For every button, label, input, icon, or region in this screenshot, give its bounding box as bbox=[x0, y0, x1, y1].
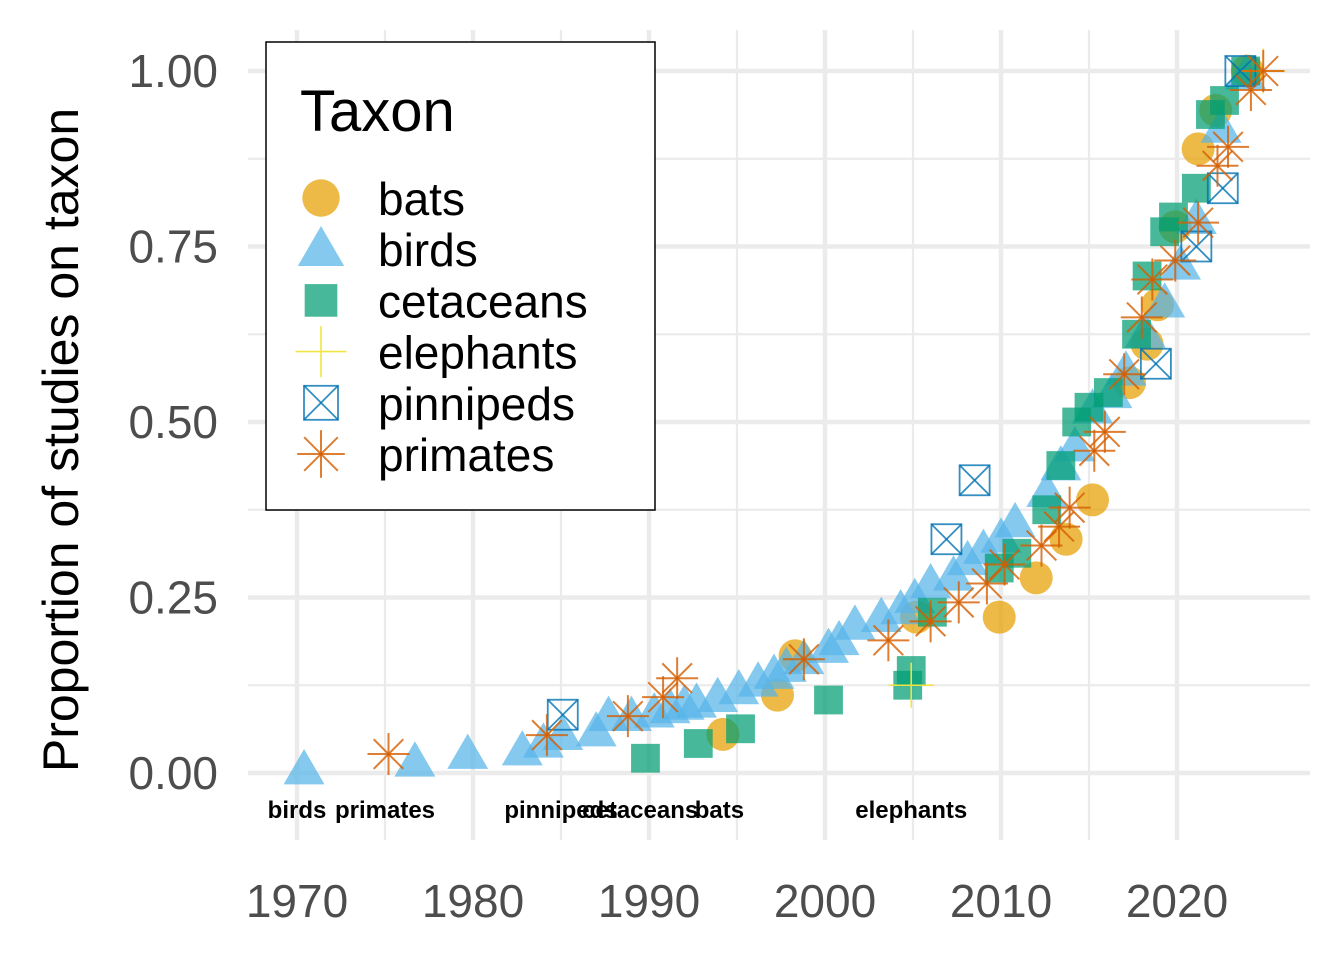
x-tick-label: 1970 bbox=[246, 875, 348, 927]
data-point-primates bbox=[1048, 486, 1091, 529]
data-point-cetaceans bbox=[814, 685, 843, 715]
data-point-pinnipeds bbox=[930, 523, 963, 556]
first-year-label: elephants bbox=[855, 797, 967, 824]
y-axis-title: Proportion of studies on taxon bbox=[33, 108, 89, 772]
y-tick-label: 0.25 bbox=[128, 572, 218, 624]
y-tick-label: 0.00 bbox=[128, 747, 218, 799]
data-point-birds bbox=[447, 733, 489, 769]
legend-item-pinnipeds: pinnipeds bbox=[303, 378, 575, 430]
legend-title: Taxon bbox=[300, 79, 455, 144]
data-point-pinnipeds bbox=[1206, 172, 1239, 205]
x-tick-label: 2000 bbox=[774, 875, 876, 927]
data-point-bats bbox=[1049, 522, 1083, 556]
data-point-primates bbox=[1073, 429, 1116, 472]
data-point-birds bbox=[283, 749, 325, 785]
legend-label: bats bbox=[378, 173, 465, 225]
data-point-primates bbox=[782, 638, 825, 681]
data-point-primates bbox=[367, 733, 410, 776]
data-points bbox=[283, 48, 1286, 785]
data-point-primates bbox=[965, 562, 1008, 605]
legend: Taxon batsbirdscetaceanselephantspinnipe… bbox=[265, 41, 656, 511]
y-axis-ticks: 0.00 0.25 0.50 0.75 1.00 bbox=[128, 45, 218, 799]
data-point-primates bbox=[867, 619, 910, 662]
legend-item-birds: birds bbox=[297, 224, 478, 276]
data-point-primates bbox=[1177, 201, 1220, 244]
y-tick-label: 0.50 bbox=[128, 396, 218, 448]
data-point-primates bbox=[1131, 258, 1174, 301]
x-tick-label: 1980 bbox=[422, 875, 524, 927]
data-point-pinnipeds bbox=[1139, 347, 1172, 380]
x-tick-label: 1990 bbox=[598, 875, 700, 927]
data-point-elephants bbox=[888, 662, 934, 708]
data-point-primates bbox=[909, 600, 952, 643]
data-point-bats bbox=[982, 600, 1016, 634]
data-point-primates bbox=[1103, 353, 1146, 396]
legend-key-bats bbox=[302, 179, 340, 217]
data-point-primates bbox=[1120, 296, 1163, 339]
legend-key-elephants bbox=[295, 326, 347, 378]
x-tick-label: 2010 bbox=[950, 875, 1052, 927]
data-point-bats bbox=[1076, 483, 1110, 517]
legend-key-cetaceans bbox=[304, 284, 338, 317]
data-point-cetaceans bbox=[1122, 319, 1151, 349]
data-point-pinnipeds bbox=[1180, 230, 1213, 263]
x-tick-label: 2020 bbox=[1126, 875, 1228, 927]
legend-key-pinnipeds bbox=[303, 384, 339, 421]
data-point-cetaceans bbox=[726, 714, 755, 744]
data-point-cetaceans bbox=[1032, 495, 1062, 525]
y-tick-label: 0.75 bbox=[128, 221, 218, 273]
legend-box bbox=[265, 41, 656, 511]
legend-item-elephants: elephants bbox=[295, 326, 578, 379]
data-point-primates bbox=[1242, 50, 1285, 92]
data-point-cetaceans bbox=[1093, 378, 1123, 407]
data-point-primates bbox=[656, 657, 699, 700]
data-point-birds bbox=[994, 501, 1036, 538]
data-point-primates bbox=[1083, 410, 1126, 453]
data-point-birds bbox=[1105, 350, 1147, 386]
data-point-pinnipeds bbox=[958, 464, 991, 497]
data-point-birds bbox=[1144, 282, 1186, 318]
first-year-label: cetaceans bbox=[582, 797, 698, 824]
data-point-cetaceans bbox=[683, 729, 713, 758]
data-point-bats bbox=[1019, 561, 1053, 595]
legend-key-primates bbox=[297, 430, 345, 478]
data-point-primates bbox=[525, 714, 568, 757]
data-point-primates bbox=[983, 543, 1026, 586]
legend-item-bats: bats bbox=[302, 173, 465, 225]
x-axis-ticks: 1970 1980 1990 2000 2010 2020 bbox=[246, 875, 1228, 927]
data-point-cetaceans bbox=[631, 743, 660, 773]
data-point-birds bbox=[394, 741, 436, 777]
first-year-label: bats bbox=[695, 797, 744, 824]
legend-label: elephants bbox=[378, 327, 578, 379]
data-point-primates bbox=[606, 695, 649, 738]
y-tick-label: 1.00 bbox=[128, 45, 218, 97]
data-point-primates bbox=[1154, 239, 1197, 282]
data-point-cetaceans bbox=[1046, 451, 1076, 480]
data-point-primates bbox=[642, 676, 685, 719]
legend-item-cetaceans: cetaceans bbox=[304, 275, 588, 327]
data-point-primates bbox=[937, 581, 980, 624]
legend-label: birds bbox=[378, 224, 478, 276]
first-year-label: primates bbox=[335, 797, 435, 824]
data-point-primates bbox=[1229, 68, 1272, 111]
data-point-cetaceans bbox=[1159, 202, 1188, 232]
first-year-label: pinnipeds bbox=[504, 797, 617, 824]
legend-item-primates: primates bbox=[297, 429, 554, 481]
legend-label: pinnipeds bbox=[378, 378, 575, 430]
first-year-label: birds bbox=[268, 797, 327, 824]
data-point-primates bbox=[1207, 125, 1250, 168]
legend-label: primates bbox=[378, 429, 554, 481]
legend-label: cetaceans bbox=[378, 275, 588, 327]
legend-key-birds bbox=[297, 226, 345, 267]
